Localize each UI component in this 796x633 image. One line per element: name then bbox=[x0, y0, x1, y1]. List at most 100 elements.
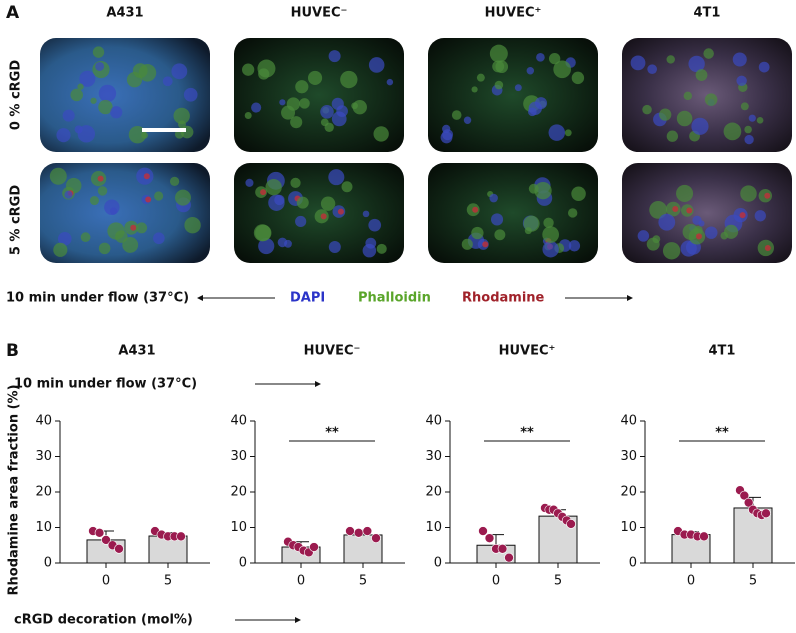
row-label: 5 % cRGD bbox=[9, 185, 24, 256]
cell bbox=[53, 242, 68, 257]
cell bbox=[571, 71, 585, 85]
rhodamine-spot bbox=[672, 206, 679, 213]
cell bbox=[362, 210, 370, 218]
cell bbox=[646, 237, 660, 251]
cell bbox=[299, 98, 310, 109]
cell bbox=[736, 75, 747, 86]
y-tick-label: 0 bbox=[434, 556, 442, 571]
cell bbox=[744, 134, 754, 145]
y-tick-label: 0 bbox=[629, 556, 637, 571]
data-point bbox=[478, 526, 488, 536]
cell bbox=[376, 243, 387, 254]
legend-entry: Phalloidin bbox=[358, 291, 431, 306]
x-tick-label: 0 bbox=[297, 574, 305, 589]
cell bbox=[494, 80, 504, 90]
data-point bbox=[176, 531, 186, 542]
cell bbox=[98, 84, 117, 103]
cell bbox=[141, 131, 148, 139]
data-point bbox=[497, 543, 508, 554]
y-tick-label: 30 bbox=[425, 449, 442, 464]
chart-title: 4T1 bbox=[709, 344, 736, 359]
column-label: HUVEC⁺ bbox=[485, 6, 542, 21]
chart-title: HUVEC⁺ bbox=[499, 344, 556, 359]
cell bbox=[242, 63, 255, 76]
cell bbox=[92, 46, 105, 58]
cell bbox=[740, 185, 757, 202]
cell bbox=[351, 102, 358, 110]
cell bbox=[184, 216, 201, 234]
cell bbox=[95, 62, 105, 71]
data-point bbox=[114, 543, 124, 554]
cell bbox=[658, 213, 676, 231]
cell bbox=[676, 184, 694, 202]
cell bbox=[461, 238, 473, 250]
cell bbox=[107, 222, 125, 240]
cell bbox=[171, 63, 188, 80]
cell bbox=[320, 105, 334, 119]
cell bbox=[642, 104, 652, 115]
cell bbox=[251, 102, 262, 113]
x-tick-label: 5 bbox=[749, 574, 757, 589]
cell bbox=[489, 44, 508, 63]
cell bbox=[57, 232, 72, 246]
rhodamine-spot bbox=[686, 207, 693, 214]
cell bbox=[692, 215, 702, 225]
rhodamine-spot bbox=[130, 224, 137, 231]
cell bbox=[567, 208, 578, 218]
cell bbox=[328, 169, 345, 186]
significance-label: ** bbox=[715, 426, 729, 441]
cell bbox=[659, 108, 672, 121]
cell bbox=[744, 125, 752, 134]
column-label: 4T1 bbox=[694, 6, 721, 21]
cell bbox=[564, 129, 572, 137]
rhodamine-spot bbox=[260, 189, 267, 196]
cell bbox=[97, 186, 108, 196]
x-tick-label: 5 bbox=[359, 574, 367, 589]
cell bbox=[637, 230, 650, 242]
cell bbox=[568, 240, 581, 252]
cell bbox=[471, 86, 478, 93]
cell bbox=[571, 186, 586, 202]
y-tick-label: 0 bbox=[239, 556, 247, 571]
cell bbox=[524, 227, 532, 235]
cell bbox=[70, 88, 83, 102]
chart-title: HUVEC⁻ bbox=[304, 344, 361, 359]
y-tick-label: 40 bbox=[620, 414, 637, 429]
caption: 10 min under flow (37°C) bbox=[14, 377, 197, 392]
cell bbox=[183, 87, 198, 102]
cell bbox=[279, 99, 286, 106]
cell bbox=[284, 239, 292, 248]
cell bbox=[154, 191, 164, 201]
cell bbox=[290, 177, 301, 189]
micrograph bbox=[40, 38, 210, 152]
cell bbox=[542, 241, 559, 258]
rhodamine-spot bbox=[97, 175, 104, 182]
cell bbox=[56, 128, 71, 143]
cell bbox=[662, 242, 681, 260]
y-tick-label: 10 bbox=[35, 520, 52, 535]
cell bbox=[77, 83, 84, 90]
y-tick-label: 30 bbox=[230, 449, 247, 464]
cell bbox=[153, 232, 165, 245]
cell bbox=[49, 167, 67, 185]
cell bbox=[386, 78, 394, 86]
cell bbox=[553, 60, 572, 79]
cell bbox=[245, 178, 254, 187]
cell bbox=[295, 215, 307, 228]
cell bbox=[490, 213, 504, 226]
y-tick-label: 20 bbox=[230, 485, 247, 500]
data-point bbox=[743, 497, 754, 508]
cell bbox=[543, 217, 554, 229]
cell bbox=[296, 196, 309, 209]
cell bbox=[548, 124, 566, 141]
column-label: A431 bbox=[106, 6, 143, 21]
cell bbox=[489, 193, 498, 203]
cell bbox=[89, 196, 99, 206]
x-tick-label: 0 bbox=[102, 574, 110, 589]
cell bbox=[122, 237, 139, 253]
data-point bbox=[309, 542, 319, 552]
data-point bbox=[739, 490, 750, 501]
cell bbox=[680, 240, 697, 257]
cell bbox=[528, 101, 542, 115]
